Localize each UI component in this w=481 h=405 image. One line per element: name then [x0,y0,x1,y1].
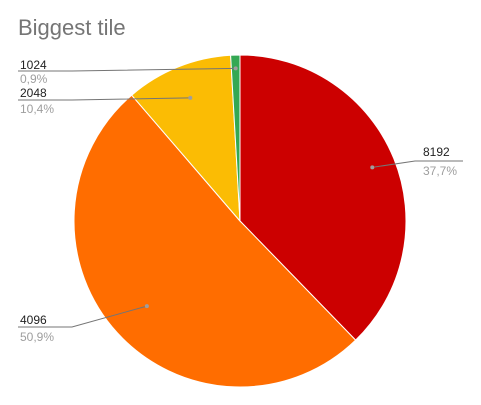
leader-lines [18,66,463,328]
leader-dot-1024 [233,66,238,71]
slice-label-2048: 2048 [20,86,47,100]
slice-percent-8192: 37,7% [423,164,457,178]
leader-line-2048 [18,97,191,101]
slice-label-8192: 8192 [423,145,450,159]
leader-line-4096 [18,305,148,328]
chart-title: Biggest tile [18,15,126,40]
slice-percent-1024: 0,9% [20,72,48,86]
slice-percent-2048: 10,4% [20,102,54,116]
slice-label-4096: 4096 [20,313,47,327]
slice-label-1024: 1024 [20,58,47,72]
leader-dot-4096 [144,304,149,309]
leader-dot-8192 [370,165,375,170]
leader-line-8192 [372,160,463,168]
slice-percent-4096: 50,9% [20,330,54,344]
pie-slice-1024 [230,54,241,222]
pie-slice-4096 [73,94,357,388]
leader-line-1024 [18,67,236,72]
pie-slices [73,54,407,388]
pie-slice-2048 [131,54,241,223]
leader-dot-2048 [188,95,193,100]
pie-slice-8192 [239,54,407,341]
